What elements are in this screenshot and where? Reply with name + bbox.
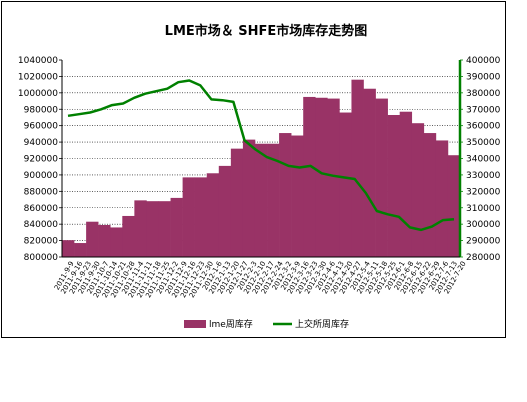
bar	[399, 111, 413, 258]
y-right-tick-label: 310000	[466, 204, 501, 214]
chart-svg: LME市场＆ SHFE市场库存走势图 800000 820000 840000 860…	[18, 23, 501, 330]
bar	[423, 133, 437, 257]
bar	[98, 224, 111, 257]
y-left-tick-label: 920000	[24, 155, 59, 165]
y-right-tick-label: 360000	[466, 122, 501, 132]
y-left-tick-label: 880000	[24, 187, 59, 197]
bar	[242, 139, 256, 257]
legend-swatch-lme	[184, 320, 206, 328]
plot-area: 800000 820000 840000 860000 880000 900000 9200…	[18, 56, 501, 299]
bar	[110, 227, 123, 257]
y-left-tick-label: 860000	[24, 204, 59, 214]
bar	[74, 243, 87, 257]
bar	[411, 123, 425, 258]
bar	[194, 177, 208, 257]
y-left-tick-label: 800000	[24, 253, 59, 263]
y-left-tick-label: 1040000	[18, 56, 58, 66]
bar	[363, 88, 376, 258]
y-right-tick-label: 370000	[466, 105, 501, 115]
y-left-tick-label: 980000	[24, 105, 59, 115]
bar	[62, 240, 75, 257]
bar	[339, 112, 352, 258]
y-left-tick-label: 960000	[24, 122, 59, 132]
bar	[134, 200, 147, 257]
legend: lme周库存 上交所周库存	[184, 318, 349, 330]
series-line	[67, 79, 455, 232]
bar	[218, 165, 232, 257]
y-right-tick-label: 280000	[466, 253, 501, 263]
bar	[267, 143, 280, 257]
chart-title: LME市场＆ SHFE市场库存走势图	[165, 23, 368, 39]
bar	[351, 79, 364, 257]
bar	[303, 96, 316, 257]
bar	[291, 135, 304, 257]
bar	[146, 201, 159, 257]
y-right-tick-label: 400000	[466, 56, 501, 66]
y-right-tick-label: 290000	[466, 237, 501, 247]
y-left-tick-label: 820000	[24, 237, 59, 247]
bar	[387, 114, 400, 257]
bar	[254, 143, 268, 257]
bar	[230, 148, 244, 257]
y-right-tick-label: 340000	[466, 155, 501, 165]
y-left-tick-label: 940000	[24, 138, 59, 148]
bar	[86, 221, 99, 257]
bar	[158, 201, 171, 257]
bar	[327, 98, 340, 258]
y-right-tick-label: 300000	[466, 220, 501, 230]
bar	[122, 215, 135, 257]
bar	[206, 173, 220, 257]
y-right-tick-label: 320000	[466, 187, 501, 197]
bar	[170, 197, 183, 257]
bar	[279, 133, 292, 257]
y-right-tick-label: 390000	[466, 72, 501, 82]
y-left-tick-label: 1000000	[18, 89, 58, 99]
bar	[435, 140, 449, 257]
bar	[447, 155, 461, 257]
y-left-tick-label: 840000	[24, 220, 59, 230]
y-right-tick-label: 330000	[466, 171, 501, 181]
bar	[315, 97, 328, 257]
bar	[375, 98, 388, 258]
legend-label-lme: lme周库存	[209, 318, 253, 330]
bar	[182, 177, 195, 257]
legend-label-shfe: 上交所周库存	[295, 318, 349, 330]
y-right-tick-label: 350000	[466, 138, 501, 148]
y-left-tick-label: 1020000	[18, 72, 58, 82]
y-right-tick-label: 380000	[466, 89, 501, 99]
y-left-tick-label: 900000	[24, 171, 59, 181]
chart-frame: LME市场＆ SHFE市场库存走势图 800000 820000 840000 860…	[1, 1, 506, 338]
